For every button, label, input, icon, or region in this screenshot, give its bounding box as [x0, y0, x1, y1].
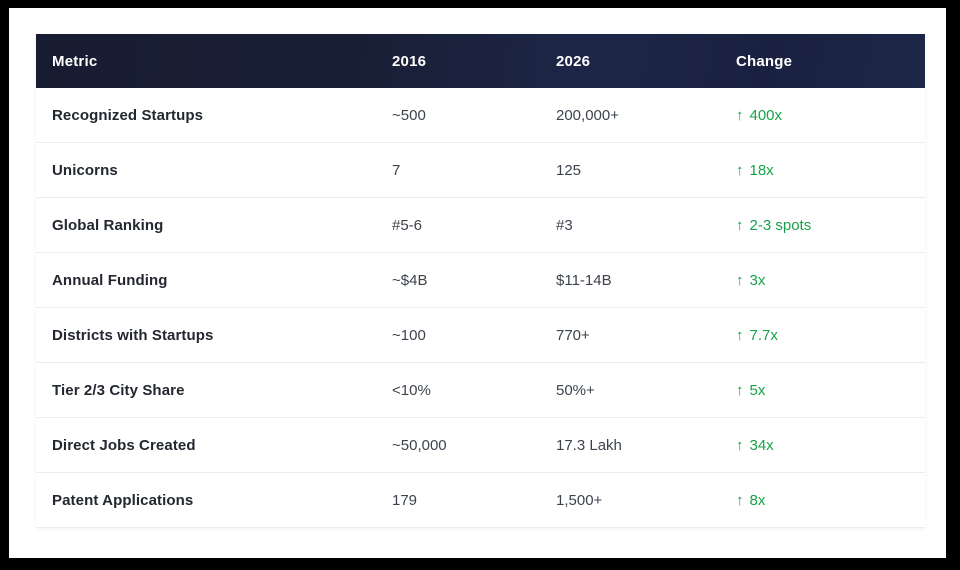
table-row: Patent Applications 179 1,500+ ↑ 8x — [36, 473, 925, 528]
value-2026: 1,500+ — [556, 491, 603, 509]
change-text: 18x — [749, 161, 774, 179]
metric-label: Recognized Startups — [52, 106, 204, 124]
value-2016: ~50,000 — [392, 436, 447, 454]
metrics-comparison-table: Metric 2016 2026 Change Recognized Start… — [36, 34, 925, 528]
change-value: ↑ 400x — [720, 107, 925, 124]
metric-label: Patent Applications — [52, 491, 194, 509]
table-body: Recognized Startups ~500 200,000+ ↑ 400x … — [36, 88, 925, 528]
page-background: Metric 2016 2026 Change Recognized Start… — [9, 8, 946, 558]
table-row: Recognized Startups ~500 200,000+ ↑ 400x — [36, 88, 925, 143]
value-2016: #5-6 — [392, 216, 423, 234]
value-2026: $11-14B — [556, 271, 612, 289]
change-value: ↑ 7.7x — [720, 327, 925, 344]
column-header-metric: Metric — [52, 52, 98, 70]
column-header-2016: 2016 — [392, 52, 427, 70]
metric-label: Direct Jobs Created — [52, 436, 196, 454]
table-row: Districts with Startups ~100 770+ ↑ 7.7x — [36, 308, 925, 363]
up-arrow-icon: ↑ — [736, 271, 744, 289]
up-arrow-icon: ↑ — [736, 326, 744, 344]
table-row: Unicorns 7 125 ↑ 18x — [36, 143, 925, 198]
change-text: 3x — [749, 271, 766, 289]
value-2026: 200,000+ — [556, 106, 619, 124]
metric-label: Districts with Startups — [52, 326, 214, 344]
value-2016: ~500 — [392, 106, 426, 124]
value-2016: <10% — [392, 381, 431, 399]
change-value: ↑ 18x — [720, 162, 925, 179]
table-row: Tier 2/3 City Share <10% 50%+ ↑ 5x — [36, 363, 925, 418]
value-2016: ~100 — [392, 326, 426, 344]
value-2026: #3 — [556, 216, 573, 234]
up-arrow-icon: ↑ — [736, 106, 744, 124]
change-text: 34x — [749, 436, 774, 454]
up-arrow-icon: ↑ — [736, 216, 744, 234]
table-row: Direct Jobs Created ~50,000 17.3 Lakh ↑ 3… — [36, 418, 925, 473]
change-value: ↑ 34x — [720, 437, 925, 454]
up-arrow-icon: ↑ — [736, 436, 744, 454]
value-2016: 179 — [392, 491, 418, 509]
column-header-change: Change — [736, 52, 793, 70]
change-text: 8x — [749, 491, 766, 509]
metric-label: Tier 2/3 City Share — [52, 381, 185, 399]
value-2026: 125 — [556, 161, 582, 179]
value-2026: 17.3 Lakh — [556, 436, 622, 454]
value-2026: 50%+ — [556, 381, 595, 399]
change-value: ↑ 2-3 spots — [720, 217, 925, 234]
value-2016: 7 — [392, 161, 401, 179]
change-text: 2-3 spots — [749, 216, 812, 234]
change-value: ↑ 3x — [720, 272, 925, 289]
change-text: 5x — [749, 381, 766, 399]
value-2026: 770+ — [556, 326, 590, 344]
up-arrow-icon: ↑ — [736, 161, 744, 179]
value-2016: ~$4B — [392, 271, 428, 289]
metric-label: Annual Funding — [52, 271, 168, 289]
up-arrow-icon: ↑ — [736, 381, 744, 399]
change-text: 7.7x — [749, 326, 778, 344]
metric-label: Global Ranking — [52, 216, 164, 234]
table-row: Annual Funding ~$4B $11-14B ↑ 3x — [36, 253, 925, 308]
column-header-2026: 2026 — [556, 52, 591, 70]
table-row: Global Ranking #5-6 #3 ↑ 2-3 spots — [36, 198, 925, 253]
change-value: ↑ 5x — [720, 382, 925, 399]
metric-label: Unicorns — [52, 161, 118, 179]
change-text: 400x — [749, 106, 783, 124]
table-header-row: Metric 2016 2026 Change — [36, 34, 925, 88]
change-value: ↑ 8x — [720, 492, 925, 509]
up-arrow-icon: ↑ — [736, 491, 744, 509]
